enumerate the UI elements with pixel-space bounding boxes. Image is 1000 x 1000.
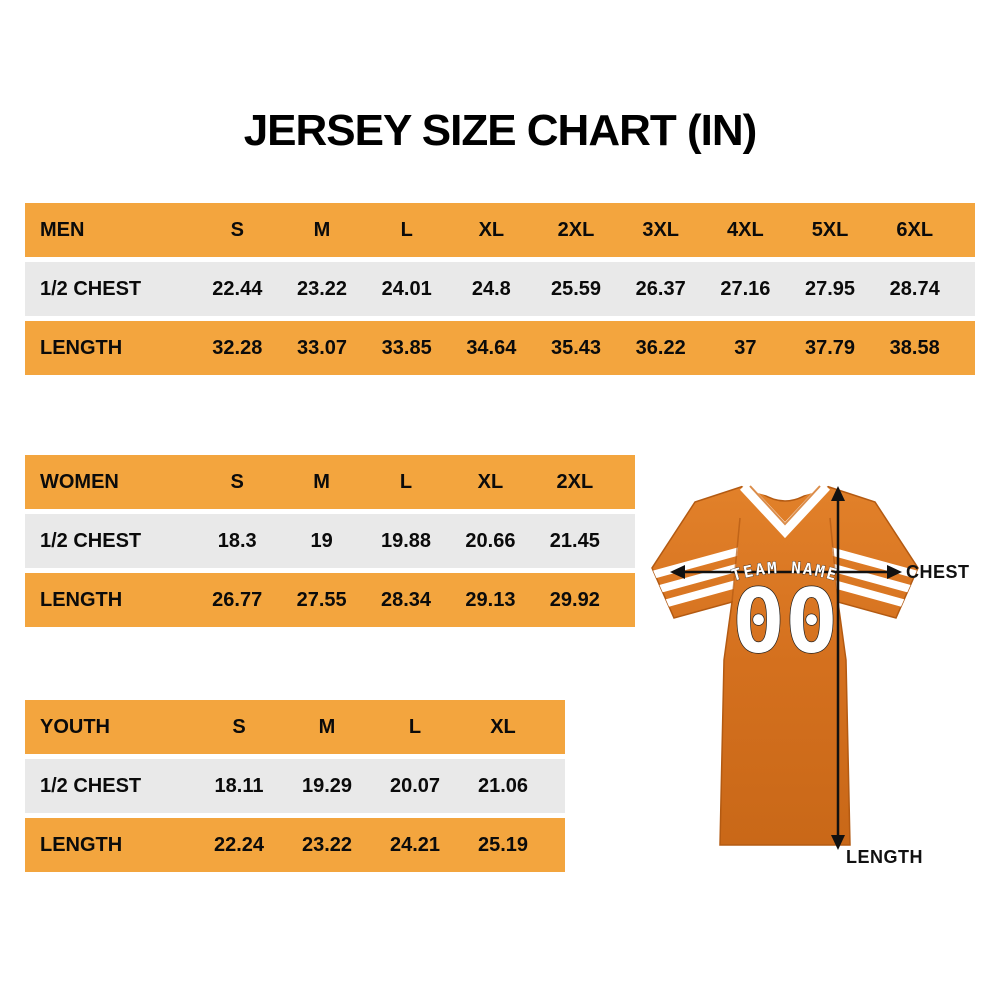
value-cell: 37 (734, 336, 757, 359)
size-column-header: S (232, 715, 246, 738)
value-cell: 20.66 (465, 529, 516, 552)
value-cell: 25.19 (477, 833, 529, 856)
value-cell: 24.01 (381, 277, 432, 300)
size-column-header: 4XL (727, 218, 764, 241)
value-cell: 21.45 (549, 529, 600, 552)
row-label: LENGTH (40, 833, 123, 856)
size-column-header: L (408, 715, 422, 738)
men-half-chest-row: 1/2 CHEST 22.44 23.22 24.01 24.8 25.59 2… (25, 262, 975, 316)
value-cell: 35.43 (550, 336, 602, 359)
men-table-title: MEN (40, 218, 85, 241)
size-column-header: M (313, 218, 331, 241)
size-column-header: 6XL (896, 218, 934, 241)
size-column-header: XL (478, 218, 505, 241)
page-title: JERSEY SIZE CHART (IN) (243, 106, 758, 155)
value-cell: 29.13 (465, 588, 516, 611)
value-cell: 23.22 (301, 833, 353, 856)
women-length-row: LENGTH 26.77 27.55 28.34 29.13 29.92 (25, 573, 635, 627)
size-column-header: M (318, 715, 336, 738)
value-cell: 36.22 (635, 336, 686, 359)
left-sleeve-seam (731, 517, 741, 603)
value-cell: 27.16 (720, 277, 771, 300)
chest-label: CHEST (906, 562, 970, 582)
size-column-header: L (400, 218, 413, 241)
value-cell: 28.74 (889, 277, 940, 300)
size-column-header: 5XL (811, 218, 849, 241)
value-cell: 27.55 (296, 588, 347, 611)
size-column-header: L (399, 470, 413, 493)
collar-v-band (739, 482, 831, 539)
value-cell: 21.06 (477, 774, 529, 797)
youth-half-chest-row: 1/2 CHEST 18.11 19.29 20.07 21.06 (25, 759, 565, 813)
size-column-header: M (313, 470, 330, 493)
value-cell: 22.44 (212, 277, 263, 300)
row-label: 1/2 CHEST (40, 277, 142, 300)
women-table-title: WOMEN (40, 470, 119, 493)
value-cell: 18.3 (217, 529, 257, 552)
value-cell: 24.21 (389, 833, 441, 856)
jersey-figure: TEAM NAME 00 CHEST LENGTH (640, 460, 1000, 880)
value-cell: 38.58 (889, 336, 940, 359)
value-cell: 32.28 (212, 336, 263, 359)
value-cell: 19.29 (301, 774, 353, 797)
value-cell: 24.8 (471, 277, 511, 300)
women-header-row: WOMEN S M L XL 2XL (25, 455, 635, 509)
value-cell: 26.37 (635, 277, 686, 300)
jersey-number: 00 (732, 570, 838, 673)
length-label: LENGTH (846, 847, 923, 867)
value-cell: 29.92 (549, 588, 600, 611)
row-label: LENGTH (40, 336, 123, 359)
men-size-table: MEN S M L XL 2XL 3XL 4XL 5XL 6XL 1/2 CHE… (25, 203, 975, 380)
size-column-header: 2XL (556, 470, 594, 493)
value-cell: 33.85 (381, 336, 432, 359)
row-label: 1/2 CHEST (40, 774, 142, 797)
length-arrow (831, 486, 845, 850)
value-cell: 20.07 (389, 774, 441, 797)
value-cell: 25.59 (550, 277, 602, 300)
collar-back (741, 477, 829, 498)
men-length-row: LENGTH 32.28 33.07 33.85 34.64 35.43 36.… (25, 321, 975, 375)
size-column-header: S (230, 218, 244, 241)
collar-v-trim (749, 485, 821, 526)
value-cell: 26.77 (212, 588, 263, 611)
size-column-header: 3XL (642, 218, 680, 241)
women-size-table: WOMEN S M L XL 2XL 1/2 CHEST 18.3 19 19.… (25, 455, 635, 632)
value-cell: 28.34 (380, 588, 432, 611)
value-cell: 23.22 (296, 277, 348, 300)
youth-header-row: YOUTH S M L XL (25, 700, 565, 754)
size-column-header: 2XL (557, 218, 595, 241)
value-cell: 19.88 (380, 529, 432, 552)
youth-length-row: LENGTH 22.24 23.22 24.21 25.19 (25, 818, 565, 872)
value-cell: 22.24 (213, 833, 265, 856)
value-cell: 34.64 (466, 336, 517, 359)
size-column-header: XL (477, 470, 504, 493)
youth-size-table: YOUTH S M L XL 1/2 CHEST 18.11 19.29 20.… (25, 700, 565, 877)
row-label: 1/2 CHEST (40, 529, 142, 552)
value-cell: 18.11 (214, 774, 264, 797)
value-cell: 33.07 (296, 336, 348, 359)
size-column-header: S (230, 470, 244, 493)
chest-arrow (670, 565, 902, 579)
women-half-chest-row: 1/2 CHEST 18.3 19 19.88 20.66 21.45 (25, 514, 635, 568)
right-sleeve-seam (829, 517, 839, 603)
men-header-row: MEN S M L XL 2XL 3XL 4XL 5XL 6XL (25, 203, 975, 257)
size-column-header: XL (490, 715, 516, 738)
value-cell: 27.95 (805, 277, 856, 300)
value-cell: 37.79 (805, 336, 856, 359)
value-cell: 19 (310, 529, 333, 552)
youth-table-title: YOUTH (40, 715, 110, 738)
row-label: LENGTH (40, 588, 123, 611)
